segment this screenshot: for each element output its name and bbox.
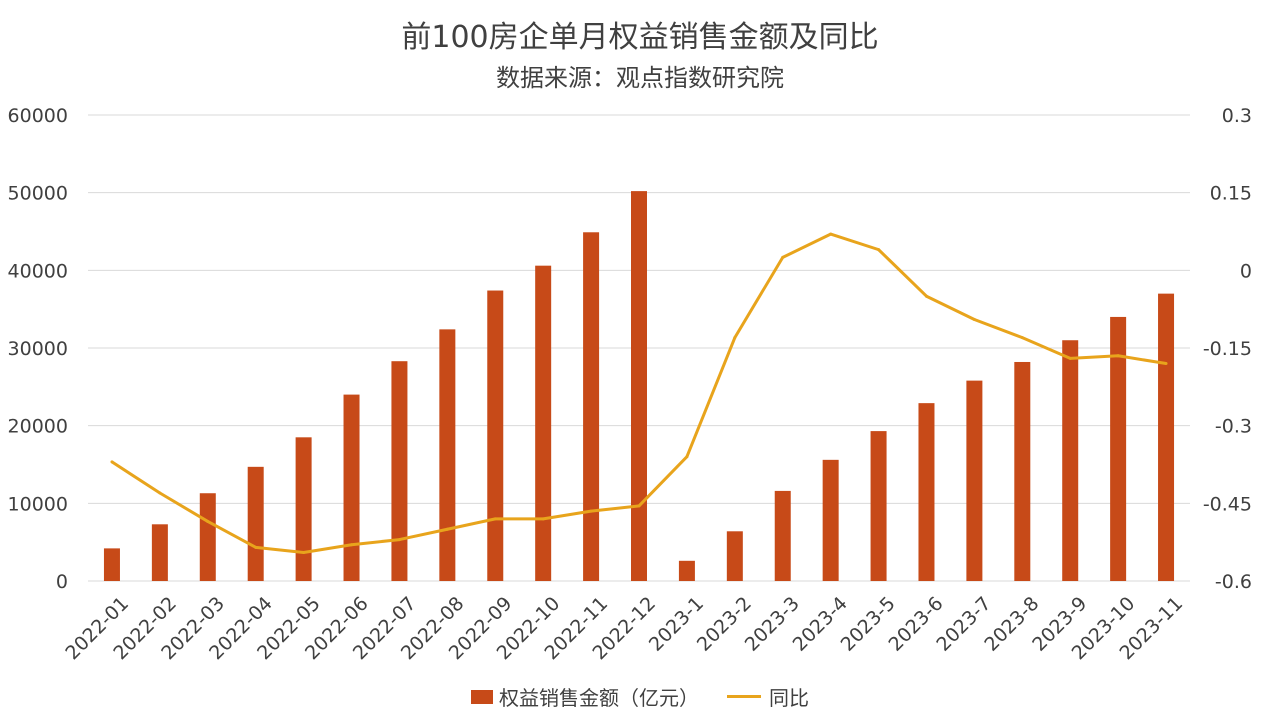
bar-2023-5: [870, 431, 887, 581]
right-tick-label: -0.3: [1215, 416, 1252, 438]
bar-2022-05: [295, 437, 312, 581]
bar-2022-06: [343, 394, 360, 581]
bar-2023-2: [726, 531, 743, 581]
legend-item-bars: 权益销售金额（亿元）: [471, 682, 699, 711]
yoy-point-2022-01: [110, 460, 114, 464]
bar-2023-1: [678, 560, 695, 581]
legend-line-swatch: [727, 695, 761, 698]
bar-2023-9: [1062, 340, 1079, 581]
legend-item-line: 同比: [727, 682, 809, 711]
bar-2022-02: [151, 524, 168, 581]
yoy-point-2022-07: [397, 538, 401, 542]
bar-2022-03: [199, 493, 216, 581]
line-series: [110, 232, 1168, 555]
right-tick-label: -0.15: [1203, 338, 1252, 360]
left-axis-ticks: 60000 50000 40000 30000 20000 10000 0: [8, 105, 68, 593]
left-tick-label: 20000: [8, 416, 68, 438]
right-tick-label: 0: [1240, 260, 1252, 282]
bar-2022-07: [391, 361, 408, 581]
bar-2022-12: [631, 191, 647, 581]
left-tick-label: 50000: [8, 183, 68, 205]
legend-bar-swatch: [471, 689, 493, 704]
yoy-point-2022-09: [493, 517, 497, 521]
yoy-point-2022-03: [206, 519, 210, 523]
bar-2022-11: [583, 232, 600, 581]
yoy-point-2023-9: [1068, 356, 1072, 360]
yoy-point-2022-05: [302, 551, 306, 555]
legend: 权益销售金额（亿元） 同比: [0, 682, 1280, 711]
yoy-point-2022-11: [589, 509, 593, 513]
yoy-point-2023-6: [924, 294, 928, 298]
yoy-point-2023-2: [733, 336, 737, 340]
right-tick-label: 0.3: [1222, 105, 1252, 127]
left-tick-label: 60000: [8, 105, 68, 127]
yoy-point-2023-3: [781, 255, 785, 259]
yoy-point-2022-12: [637, 504, 641, 508]
yoy-point-2023-10: [1116, 354, 1120, 358]
right-tick-label: 0.15: [1210, 183, 1252, 205]
yoy-point-2023-8: [1020, 336, 1024, 340]
yoy-point-2023-7: [972, 318, 976, 322]
bar-2023-10: [1110, 316, 1127, 581]
yoy-point-2023-11: [1164, 362, 1168, 366]
right-tick-label: -0.6: [1215, 571, 1252, 593]
yoy-point-2022-10: [541, 517, 545, 521]
bar-2023-3: [774, 490, 791, 581]
yoy-point-2022-04: [254, 545, 258, 549]
left-tick-label: 40000: [8, 260, 68, 282]
bar-2022-01: [103, 548, 120, 581]
right-axis-ticks: 0.3 0.15 0 -0.15 -0.3 -0.45 -0.6: [1203, 105, 1252, 593]
bar-2023-11: [1158, 293, 1175, 581]
right-tick-label: -0.45: [1203, 493, 1252, 515]
left-tick-label: 0: [56, 571, 68, 593]
bar-2023-7: [966, 380, 983, 581]
yoy-point-2023-4: [829, 232, 833, 236]
x-axis-ticks: 2022-012022-022022-032022-042022-052022-…: [61, 593, 1187, 665]
bar-2022-10: [535, 265, 552, 581]
legend-line-label: 同比: [769, 686, 809, 710]
bar-series: [103, 191, 1175, 581]
left-tick-label: 10000: [8, 493, 68, 515]
left-tick-label: 30000: [8, 338, 68, 360]
bar-2023-4: [822, 459, 839, 581]
bar-2022-08: [439, 329, 456, 581]
chart-subtitle: 数据来源：观点指数研究院: [496, 64, 784, 92]
yoy-point-2022-08: [445, 527, 449, 531]
yoy-point-2022-02: [158, 491, 162, 495]
bar-2022-09: [487, 290, 504, 581]
bar-2022-04: [247, 466, 264, 581]
chart-title: 前100房企单月权益销售金额及同比: [401, 20, 879, 55]
yoy-point-2022-06: [350, 543, 354, 547]
bar-2023-8: [1014, 361, 1031, 581]
yoy-point-2023-5: [877, 248, 881, 252]
legend-bar-label: 权益销售金额（亿元）: [499, 686, 699, 710]
yoy-point-2023-1: [685, 455, 689, 459]
bar-2023-6: [918, 403, 935, 581]
